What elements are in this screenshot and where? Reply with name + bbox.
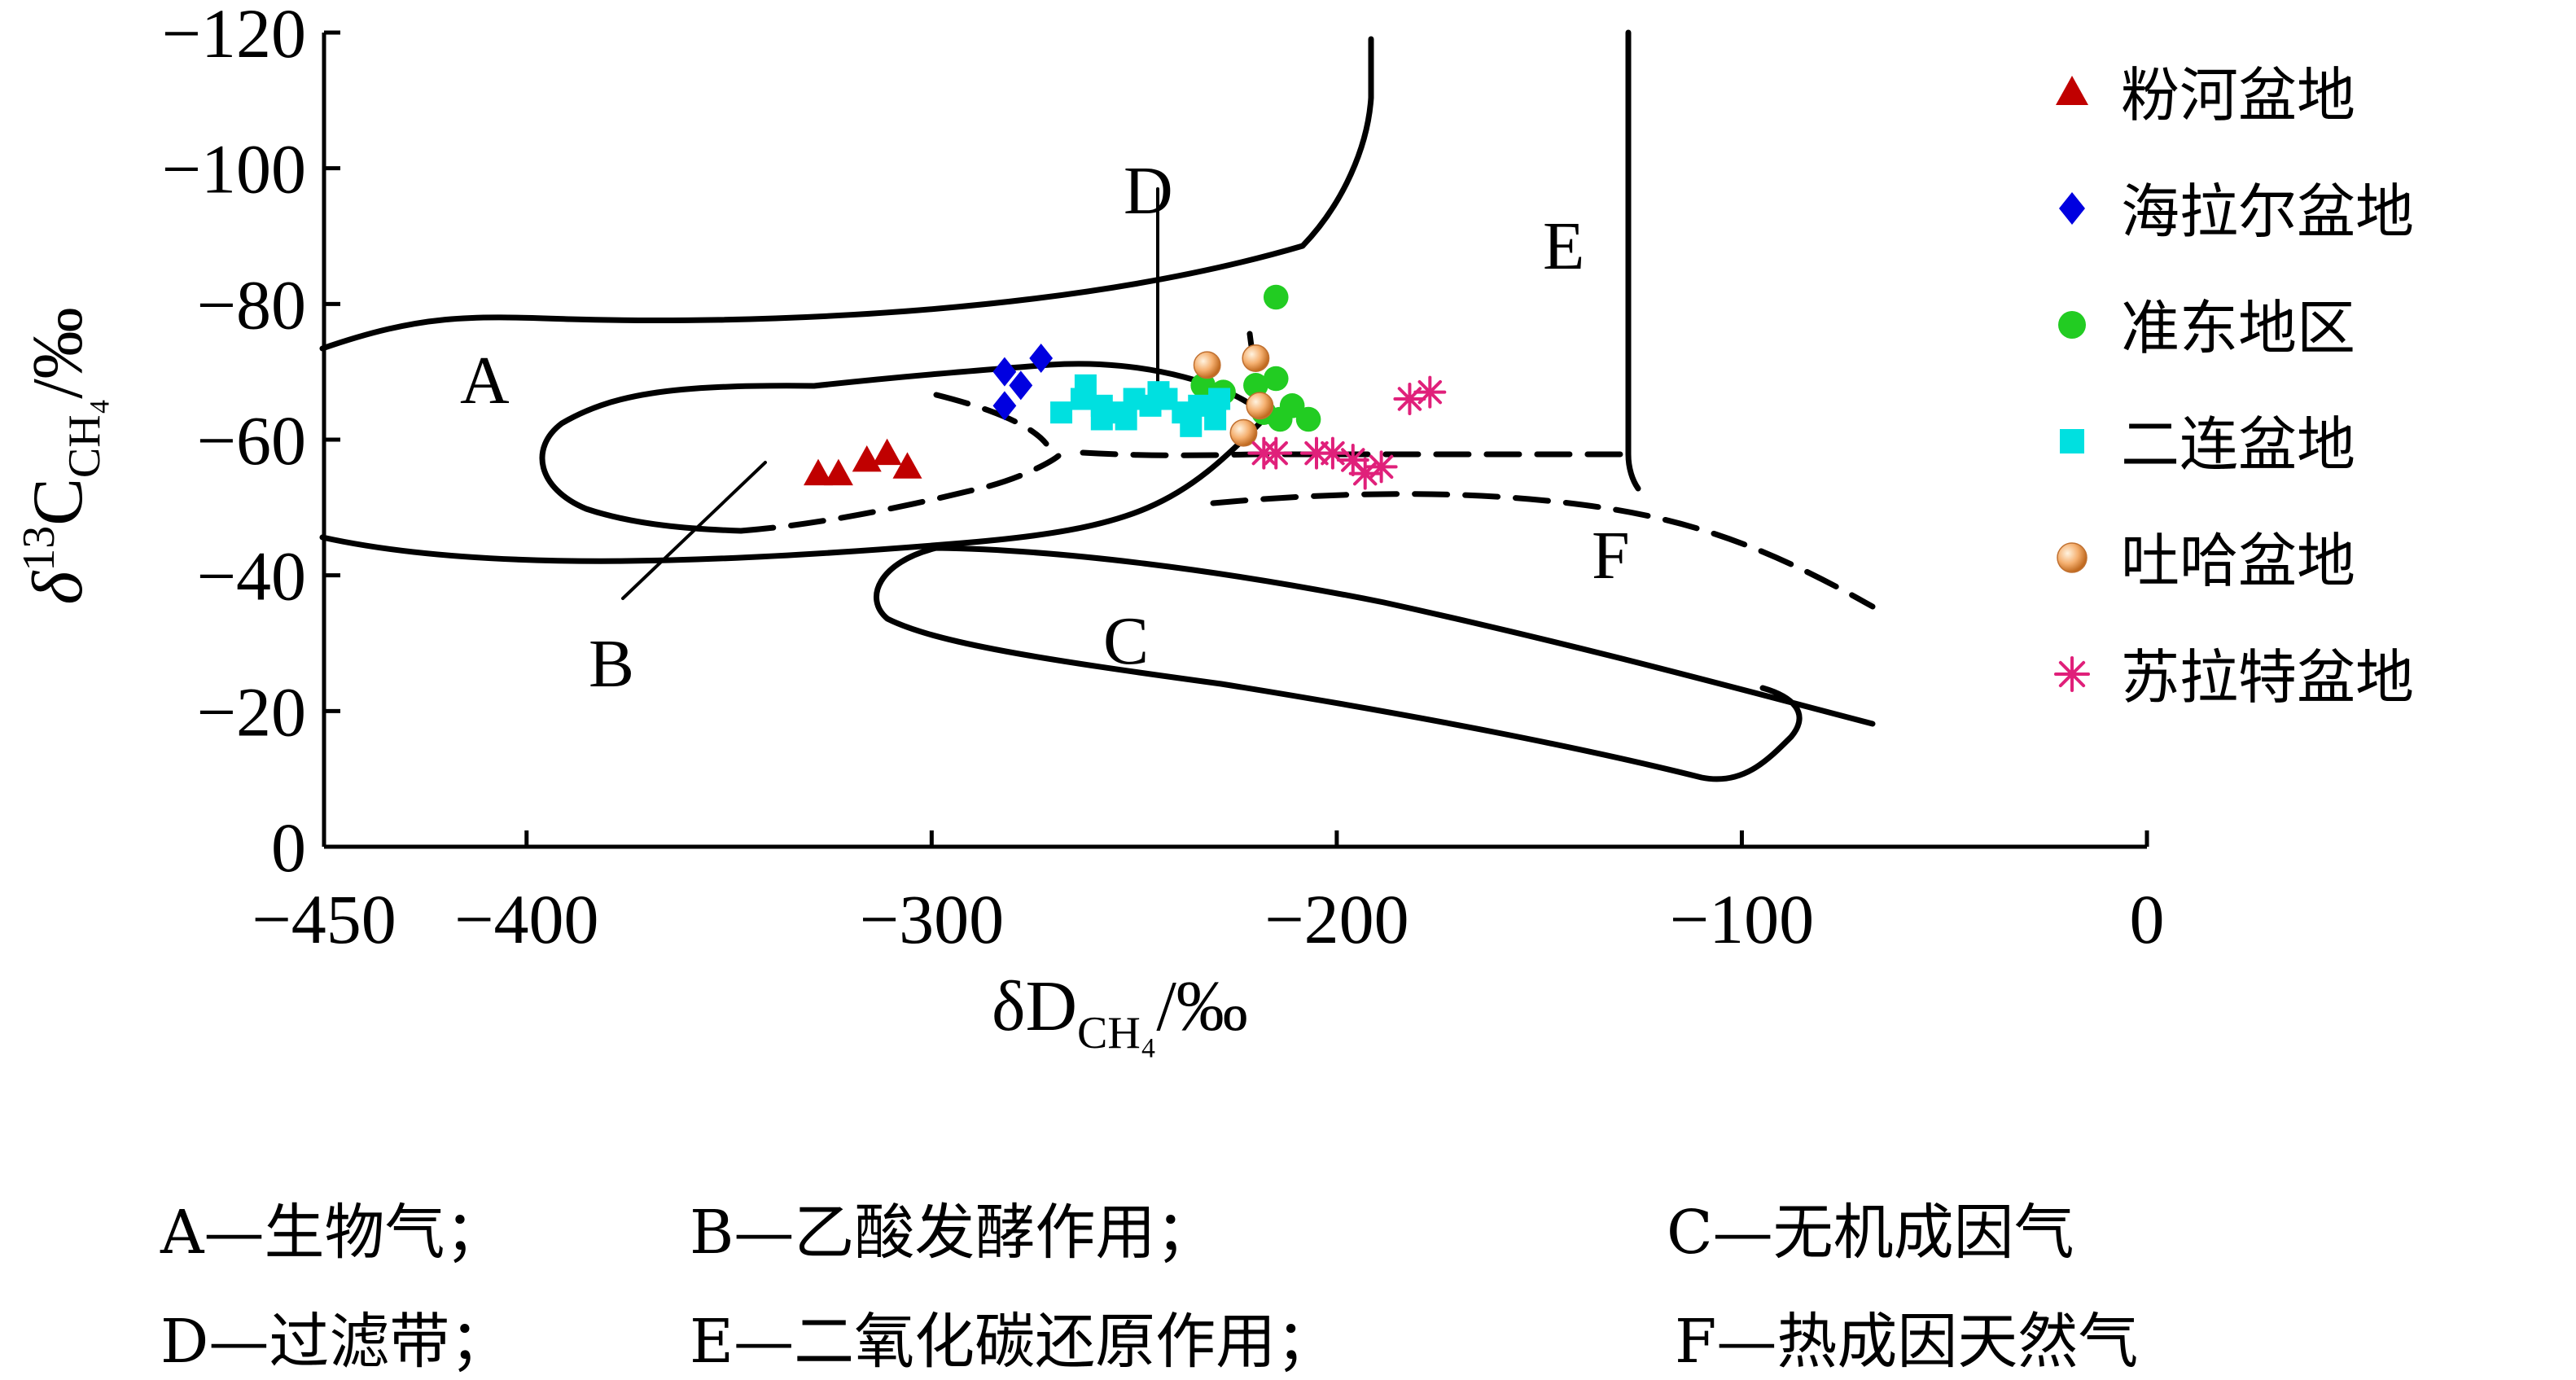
series-1 (804, 438, 922, 486)
legend-label: 苏拉特盆地 (2121, 643, 2414, 712)
x-tick-label: 0 (2130, 880, 2165, 958)
region-c-outline (874, 545, 1876, 782)
data-point (1316, 436, 1349, 470)
data-point (1090, 408, 1113, 431)
caption-line-1: A—生物气； B—乙酸发酵作用； C—无机成因气 (122, 1114, 2074, 1271)
legend-label: 粉河盆地 (2121, 61, 2355, 129)
region-labels: A B C D E F (460, 153, 1630, 702)
y-ticks: 0 −20 −40 −60 −80 −100 −120 (161, 0, 340, 887)
region-b-leader (621, 461, 767, 600)
region-e-boundary (1625, 29, 1641, 492)
data-point (804, 458, 834, 486)
y-axis-title-group: δ13CCH₄/‰ (14, 307, 110, 604)
legend-marker (2056, 76, 2088, 105)
x-tick-label: −450 (252, 880, 396, 958)
caption-line-2: D—过滤带； E—二氧化碳还原作用； F—热成因天然气 (122, 1223, 2138, 1380)
caption-c: C—无机成因气 (1667, 1198, 2074, 1268)
region-label-f: F (1592, 518, 1630, 594)
data-point (852, 445, 882, 472)
data-points (804, 284, 1447, 490)
data-point (823, 458, 853, 486)
y-tick-label: 0 (271, 808, 306, 887)
legend-marker (2060, 429, 2084, 453)
legend-label: 海拉尔盆地 (2121, 177, 2414, 246)
region-label-d: D (1124, 153, 1173, 229)
y-tick-label: −20 (196, 672, 306, 751)
data-point (1208, 388, 1231, 410)
series-5 (1193, 344, 1274, 447)
x-tick-label: −200 (1264, 880, 1409, 958)
caption-e: E—二氧化碳还原作用； (690, 1307, 1337, 1377)
data-point (1260, 436, 1293, 470)
legend-label: 准东地区 (2121, 294, 2355, 362)
data-point (1180, 414, 1203, 437)
data-point (1263, 366, 1289, 392)
data-point (1295, 406, 1321, 432)
legend-marker (2058, 311, 2086, 339)
data-point (1263, 284, 1289, 310)
y-tick-label: −100 (161, 130, 306, 208)
legend-marker (2057, 542, 2088, 573)
data-point (1229, 418, 1258, 447)
x-tick-label: −100 (1670, 880, 1815, 958)
y-tick-label: −60 (196, 401, 306, 480)
x-tick-label: −400 (454, 880, 599, 958)
data-point (872, 438, 902, 466)
data-point (1009, 370, 1033, 401)
series-6 (1247, 375, 1447, 490)
data-point (1193, 351, 1221, 379)
y-tick-label: −40 (196, 537, 306, 616)
x-tick-label: −300 (860, 880, 1005, 958)
region-label-e: E (1543, 208, 1584, 284)
region-b-outline (539, 361, 1269, 534)
y-tick-label: −120 (161, 0, 306, 72)
data-point (1242, 344, 1270, 372)
x-axis-title: δDCH₄/‰ (992, 967, 1248, 1058)
chart-svg: −450 −400 −300 −200 −100 0 0−20−40−60−80−100−… (14, 0, 2414, 1058)
data-point (992, 391, 1017, 421)
data-point (1204, 408, 1227, 431)
data-point (1243, 373, 1268, 398)
legend-label: 吐哈盆地 (2121, 527, 2355, 595)
x-ticks: −450 −400 −300 −200 −100 0 (252, 830, 2165, 958)
caption-a: A—生物气； (160, 1198, 506, 1268)
data-point (1147, 381, 1170, 404)
y-axis-title: δ13CCH₄/‰ (14, 307, 110, 604)
legend-marker (2059, 192, 2085, 225)
data-point (1074, 374, 1097, 396)
region-label-b: B (589, 626, 634, 702)
region-d-boundary (1299, 36, 1374, 249)
data-point (892, 452, 922, 479)
legend-label: 二连盆地 (2121, 410, 2355, 479)
caption-d: D—过滤带； (160, 1307, 510, 1377)
data-point (1365, 450, 1398, 484)
y-tick-label: −80 (196, 265, 306, 344)
data-point (1050, 401, 1073, 424)
legend-marker (2054, 656, 2090, 692)
region-label-a: A (460, 343, 510, 418)
region-label-c: C (1103, 603, 1149, 679)
data-point (1029, 344, 1054, 373)
caption-f: F—热成因天然气 (1675, 1307, 2139, 1377)
data-point (1393, 383, 1426, 415)
data-point (1115, 408, 1137, 431)
series-2 (992, 344, 1054, 421)
data-point (1246, 392, 1274, 420)
caption-b: B—乙酸发酵作用； (690, 1198, 1216, 1268)
data-point (1267, 406, 1293, 432)
data-point (1413, 375, 1447, 409)
data-point (992, 357, 1017, 387)
region-a-outline (319, 243, 1306, 564)
series-4 (1050, 374, 1231, 437)
